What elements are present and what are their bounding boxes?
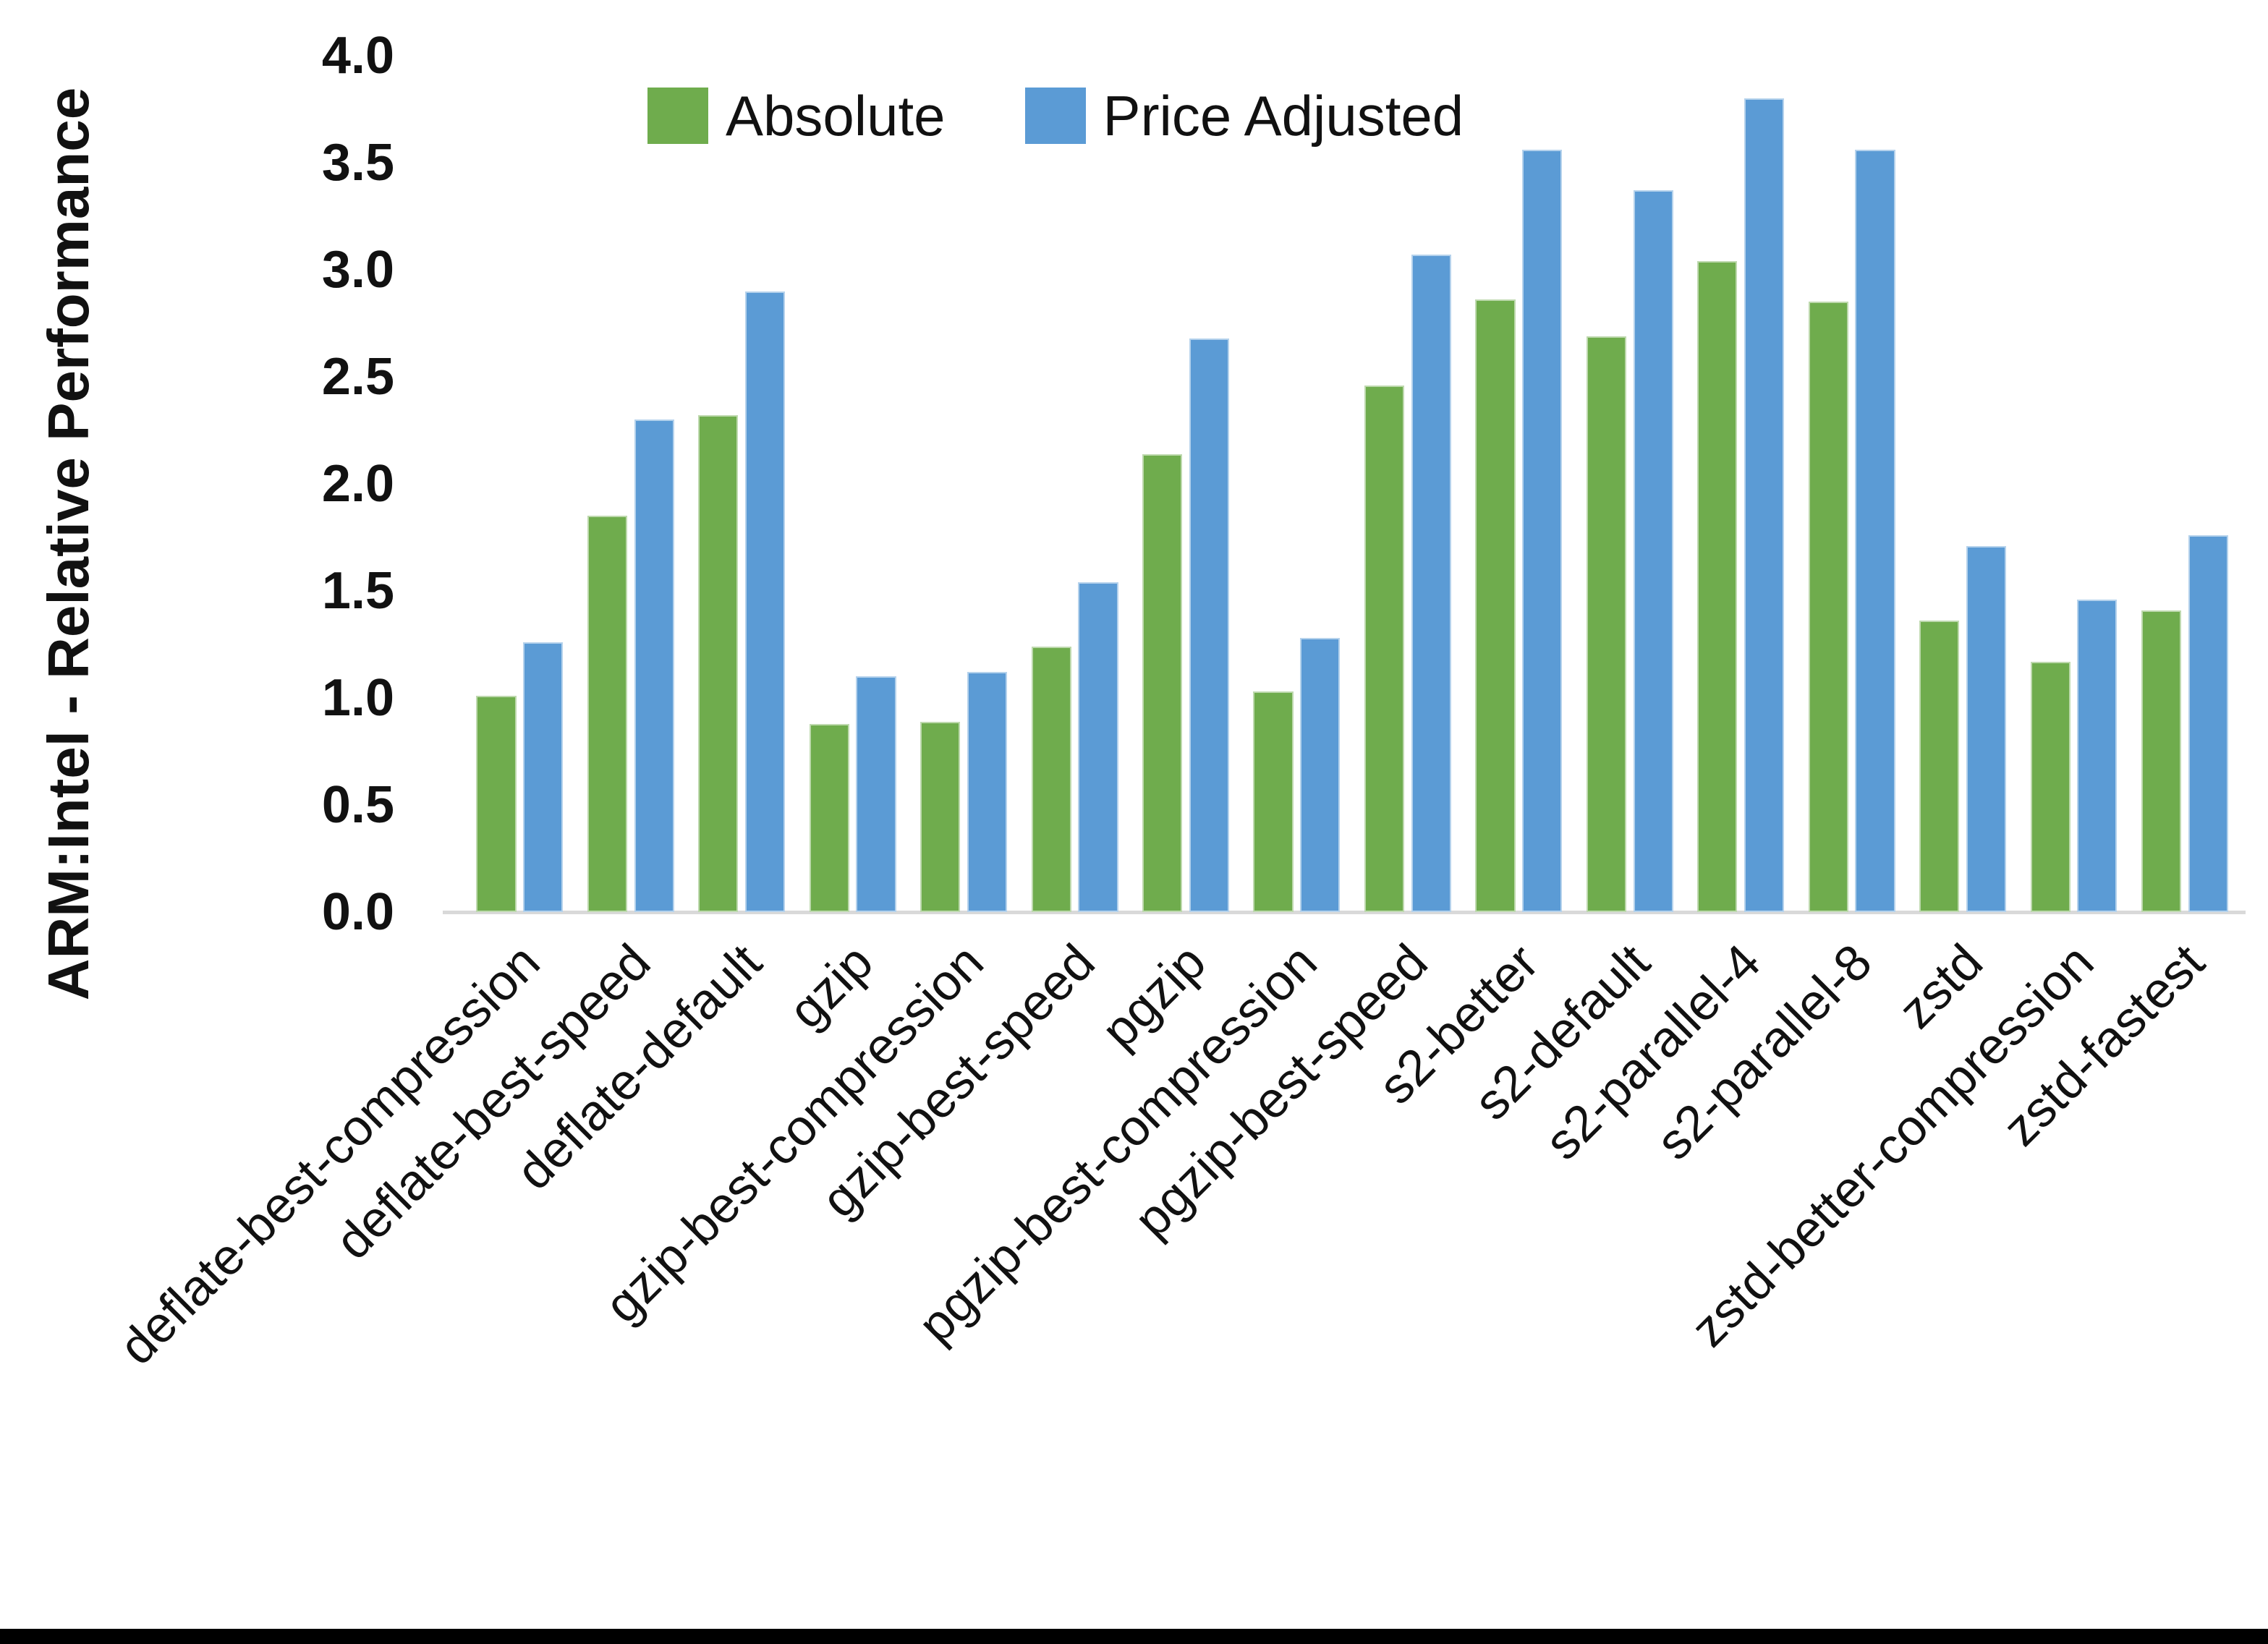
bar-absolute-deflate-default <box>698 415 739 912</box>
y-tick-label: 2.5 <box>321 348 394 406</box>
bar-price-adjusted-deflate-best-compression <box>523 642 564 912</box>
bar-absolute-zstd-better-compression <box>2030 661 2070 912</box>
bar-absolute-gzip-best-speed <box>1031 646 1071 912</box>
legend: Absolute Price Adjusted <box>647 85 1464 146</box>
legend-label: Price Adjusted <box>1103 84 1464 148</box>
y-tick-label: 3.5 <box>321 134 394 192</box>
bar-price-adjusted-pgzip-best-speed <box>1411 255 1451 912</box>
y-tick-label: 1.0 <box>321 669 394 727</box>
y-axis-title: ARM:Intel - Relative Performance <box>36 87 101 1001</box>
x-axis-line <box>443 911 2246 914</box>
bar-absolute-zstd-fastest <box>2141 610 2182 912</box>
y-tick-label: 2.0 <box>321 455 394 513</box>
bar-absolute-s2-default <box>1586 336 1626 912</box>
bar-price-adjusted-zstd <box>1966 545 2007 912</box>
bar-price-adjusted-deflate-best-speed <box>634 419 674 912</box>
bar-price-adjusted-gzip <box>856 676 896 912</box>
bar-price-adjusted-s2-default <box>1633 190 1673 912</box>
bar-absolute-deflate-best-speed <box>587 516 628 912</box>
bar-price-adjusted-zstd-fastest <box>2188 535 2228 912</box>
bar-absolute-s2-parallel-4 <box>1697 261 1738 912</box>
legend-item-price-adjusted: Price Adjusted <box>1024 84 1464 148</box>
y-tick-label: 0.5 <box>321 776 394 834</box>
legend-swatch-icon <box>647 88 708 144</box>
bar-price-adjusted-pgzip <box>1189 338 1229 912</box>
bar-absolute-deflate-best-compression <box>476 696 517 912</box>
y-tick-label: 1.5 <box>321 562 394 620</box>
y-tick-label: 3.0 <box>321 241 394 299</box>
x-axis-label: deflate-best-compression <box>108 933 551 1376</box>
bar-price-adjusted-gzip-best-speed <box>1078 582 1118 912</box>
bar-absolute-pgzip-best-speed <box>1364 385 1405 912</box>
bar-price-adjusted-pgzip-best-compression <box>1300 638 1341 912</box>
bar-price-adjusted-s2-parallel-8 <box>1855 150 1895 912</box>
bar-absolute-s2-parallel-8 <box>1808 302 1848 912</box>
y-tick-label: 4.0 <box>321 27 394 85</box>
bottom-border-bar <box>0 1629 2268 1644</box>
bar-absolute-pgzip-best-compression <box>1253 691 1294 912</box>
bar-absolute-gzip <box>809 723 849 912</box>
legend-label: Absolute <box>726 84 946 148</box>
bar-absolute-zstd <box>1919 621 1960 912</box>
bar-price-adjusted-s2-better <box>1522 150 1563 912</box>
bar-price-adjusted-zstd-better-compression <box>2077 599 2118 912</box>
legend-swatch-icon <box>1024 88 1086 144</box>
bar-price-adjusted-s2-parallel-4 <box>1744 98 1785 912</box>
bar-price-adjusted-gzip-best-compression <box>967 672 1008 912</box>
bar-absolute-pgzip <box>1142 453 1183 912</box>
y-tick-label: 0.0 <box>321 883 394 941</box>
bar-price-adjusted-deflate-default <box>745 291 786 912</box>
bar-absolute-gzip-best-compression <box>920 721 961 912</box>
legend-item-absolute: Absolute <box>647 85 946 146</box>
bar-absolute-s2-better <box>1475 299 1516 912</box>
